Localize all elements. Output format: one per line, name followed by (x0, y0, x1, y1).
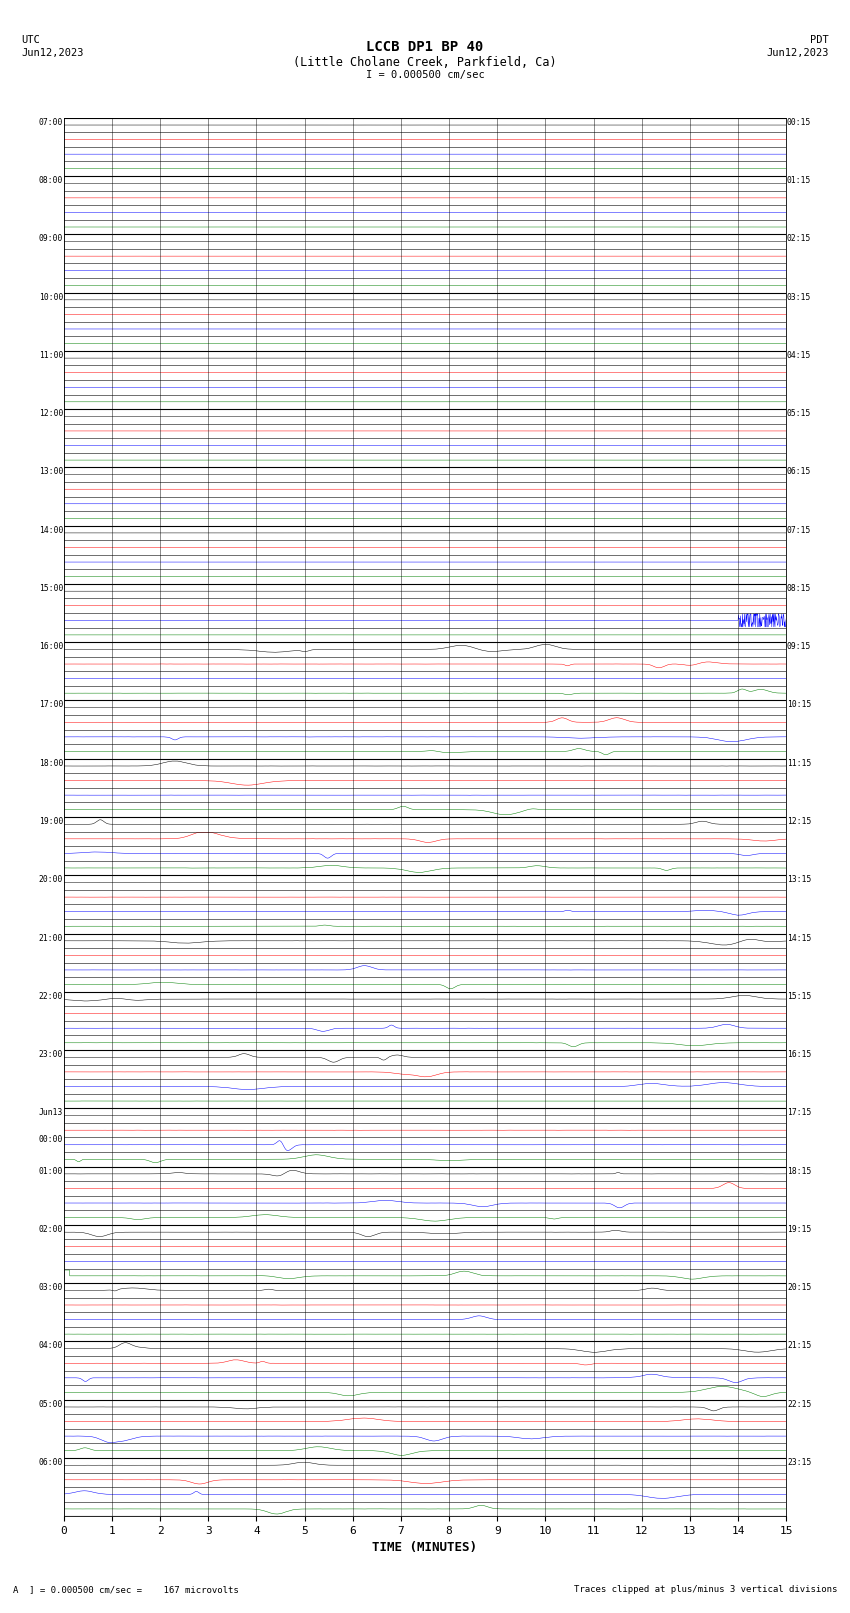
Text: 12:00: 12:00 (38, 410, 63, 418)
Text: 04:15: 04:15 (787, 352, 812, 360)
Text: 02:00: 02:00 (38, 1224, 63, 1234)
Text: 01:15: 01:15 (787, 176, 812, 185)
Text: 08:00: 08:00 (38, 176, 63, 185)
Text: 18:00: 18:00 (38, 758, 63, 768)
Text: 14:15: 14:15 (787, 934, 812, 942)
Text: 07:15: 07:15 (787, 526, 812, 534)
Text: 01:00: 01:00 (38, 1166, 63, 1176)
Text: (Little Cholane Creek, Parkfield, Ca): (Little Cholane Creek, Parkfield, Ca) (293, 56, 557, 69)
Text: 12:15: 12:15 (787, 818, 812, 826)
Text: Traces clipped at plus/minus 3 vertical divisions: Traces clipped at plus/minus 3 vertical … (574, 1584, 837, 1594)
Text: 23:00: 23:00 (38, 1050, 63, 1060)
Text: 00:00: 00:00 (38, 1134, 63, 1144)
Text: 23:15: 23:15 (787, 1458, 812, 1466)
Text: 20:15: 20:15 (787, 1284, 812, 1292)
Text: 00:15: 00:15 (787, 118, 812, 127)
Text: 05:00: 05:00 (38, 1400, 63, 1408)
Text: 13:00: 13:00 (38, 468, 63, 476)
Text: 22:15: 22:15 (787, 1400, 812, 1408)
Text: Jun13: Jun13 (38, 1108, 63, 1118)
Text: UTC: UTC (21, 35, 40, 45)
Text: 16:00: 16:00 (38, 642, 63, 652)
Text: 18:15: 18:15 (787, 1166, 812, 1176)
Text: 09:00: 09:00 (38, 234, 63, 244)
Text: 19:15: 19:15 (787, 1224, 812, 1234)
Text: 11:15: 11:15 (787, 758, 812, 768)
Text: LCCB DP1 BP 40: LCCB DP1 BP 40 (366, 39, 484, 53)
Text: 13:15: 13:15 (787, 876, 812, 884)
Text: 21:15: 21:15 (787, 1342, 812, 1350)
Text: 22:00: 22:00 (38, 992, 63, 1000)
Text: 08:15: 08:15 (787, 584, 812, 594)
Text: 06:00: 06:00 (38, 1458, 63, 1466)
Text: Jun12,2023: Jun12,2023 (766, 48, 829, 58)
Text: PDT: PDT (810, 35, 829, 45)
Text: 17:15: 17:15 (787, 1108, 812, 1118)
Text: 03:15: 03:15 (787, 292, 812, 302)
Text: 04:00: 04:00 (38, 1342, 63, 1350)
Text: 09:15: 09:15 (787, 642, 812, 652)
Text: 10:15: 10:15 (787, 700, 812, 710)
Text: 06:15: 06:15 (787, 468, 812, 476)
Text: 17:00: 17:00 (38, 700, 63, 710)
Text: 07:00: 07:00 (38, 118, 63, 127)
X-axis label: TIME (MINUTES): TIME (MINUTES) (372, 1542, 478, 1555)
Text: 20:00: 20:00 (38, 876, 63, 884)
Text: 10:00: 10:00 (38, 292, 63, 302)
Text: 05:15: 05:15 (787, 410, 812, 418)
Text: 02:15: 02:15 (787, 234, 812, 244)
Text: 11:00: 11:00 (38, 352, 63, 360)
Text: 15:00: 15:00 (38, 584, 63, 594)
Text: 15:15: 15:15 (787, 992, 812, 1000)
Text: I = 0.000500 cm/sec: I = 0.000500 cm/sec (366, 71, 484, 81)
Text: 19:00: 19:00 (38, 818, 63, 826)
Text: 21:00: 21:00 (38, 934, 63, 942)
Text: 03:00: 03:00 (38, 1284, 63, 1292)
Text: 16:15: 16:15 (787, 1050, 812, 1060)
Text: 14:00: 14:00 (38, 526, 63, 534)
Text: A  ] = 0.000500 cm/sec =    167 microvolts: A ] = 0.000500 cm/sec = 167 microvolts (13, 1584, 239, 1594)
Text: Jun12,2023: Jun12,2023 (21, 48, 84, 58)
